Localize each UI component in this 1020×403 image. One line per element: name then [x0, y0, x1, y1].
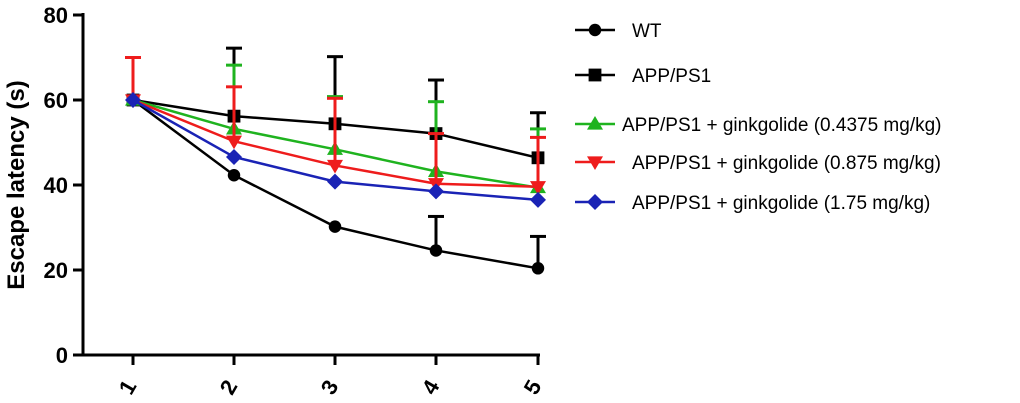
data-point — [429, 244, 443, 257]
y-tick-label: 0 — [56, 343, 68, 368]
data-point — [227, 168, 241, 182]
legend-item: WT — [575, 21, 662, 42]
y-tick-label: 20 — [44, 258, 68, 283]
legend-item: APP/PS1 — [575, 66, 711, 87]
legend-label: APP/PS1 + ginkgolide (0.4375 mg/kg) — [622, 115, 942, 136]
x-tick-label: 4 — [417, 375, 445, 399]
data-point — [125, 92, 141, 108]
legend-item: APP/PS1 + ginkgolide (1.75 mg/kg) — [575, 193, 930, 214]
marker-triangle-down — [587, 156, 603, 170]
legend-item: APP/PS1 + ginkgolide (0.875 mg/kg) — [575, 153, 941, 174]
legend-label: APP/PS1 + ginkgolide (1.75 mg/kg) — [632, 193, 930, 214]
data-point — [226, 135, 242, 150]
marker-square — [588, 68, 602, 82]
data-point — [531, 262, 545, 275]
x-tick-label: 2 — [215, 376, 243, 399]
data-point — [327, 159, 343, 174]
series-layer — [125, 46, 546, 275]
data-point — [226, 148, 242, 165]
marker-triangle-up — [587, 116, 603, 130]
legend-label: APP/PS1 + ginkgolide (0.875 mg/kg) — [632, 153, 941, 174]
series-5 — [125, 92, 546, 208]
y-tick-label: 80 — [44, 3, 68, 28]
x-tick-label: 3 — [316, 376, 344, 399]
legend: WT APP/PS1 APP/PS1 + ginkgolide (0.4375 mg… — [575, 21, 942, 214]
data-point — [327, 173, 343, 190]
legend-label: WT — [632, 21, 662, 42]
legend-label: APP/PS1 — [632, 66, 711, 87]
marker-circle — [588, 23, 602, 37]
x-tick-label: 5 — [519, 376, 547, 399]
data-point — [530, 191, 546, 208]
axes: 0 20 40 60 80 1 2 3 4 5 — [44, 3, 547, 399]
marker-diamond — [587, 194, 603, 210]
data-point — [428, 183, 444, 200]
data-point — [530, 181, 546, 195]
x-tick-label: 1 — [114, 376, 142, 399]
data-point — [328, 220, 342, 233]
y-tick-label: 60 — [44, 88, 68, 113]
legend-item: APP/PS1 + ginkgolide (0.4375 mg/kg) — [575, 115, 942, 136]
y-axis-label: Escape latency (s) — [3, 80, 30, 289]
y-tick-label: 40 — [44, 173, 68, 198]
